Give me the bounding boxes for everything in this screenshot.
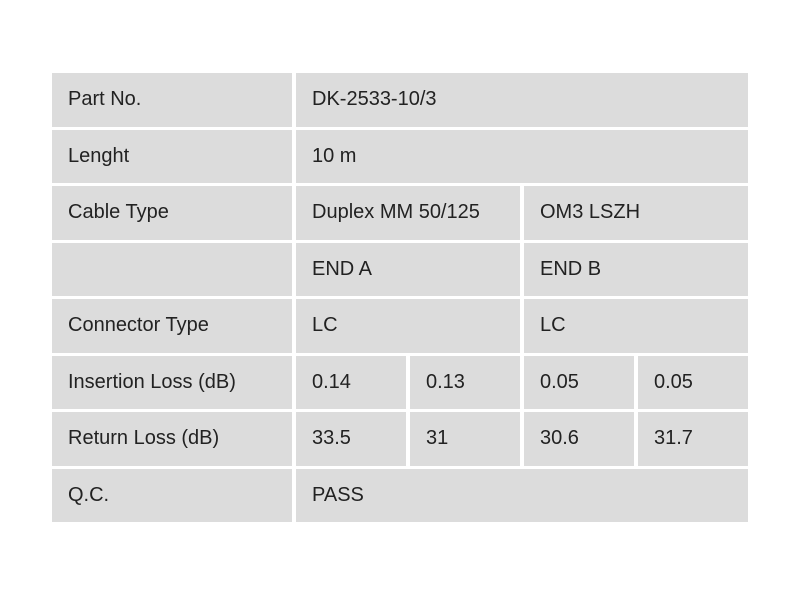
value-cell: LC [524, 299, 748, 353]
value-cell: 31 [410, 412, 520, 466]
value-cell: END B [524, 242, 748, 296]
label-cell: Cable Type [52, 186, 292, 240]
value-cell: 0.14 [296, 355, 406, 409]
value-cell: Duplex MM 50/125 [296, 186, 520, 240]
value-cell: 31.7 [638, 412, 748, 466]
value-cell: 0.05 [638, 355, 748, 409]
value-cell: OM3 LSZH [524, 186, 748, 240]
label-cell: Part No. [52, 73, 292, 127]
value-cell: 10 m [296, 129, 748, 183]
label-cell [52, 242, 292, 296]
label-cell: Lenght [52, 129, 292, 183]
value-cell: DK-2533-10/3 [296, 73, 748, 127]
label-cell: Insertion Loss (dB) [52, 355, 292, 409]
value-cell: 30.6 [524, 412, 634, 466]
value-cell: 0.13 [410, 355, 520, 409]
value-cell: END A [296, 242, 520, 296]
label-cell: Connector Type [52, 299, 292, 353]
value-cell: 0.05 [524, 355, 634, 409]
value-cell: 33.5 [296, 412, 406, 466]
label-cell: Return Loss (dB) [52, 412, 292, 466]
label-cell: Q.C. [52, 468, 292, 522]
value-cell: LC [296, 299, 520, 353]
value-cell: PASS [296, 468, 748, 522]
